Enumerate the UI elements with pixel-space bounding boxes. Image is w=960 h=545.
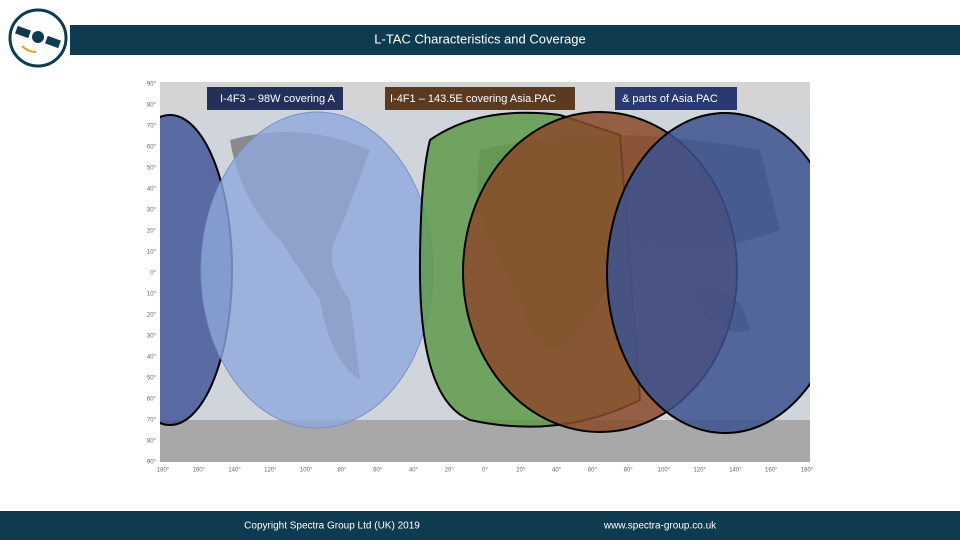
- lon-label: 160°: [193, 468, 206, 474]
- lon-label: 80°: [624, 468, 634, 474]
- lat-label: 20°: [147, 313, 157, 319]
- title: L-TAC Characteristics and Coverage: [374, 31, 585, 46]
- lon-label: 140°: [228, 468, 241, 474]
- lon-label: 20°: [516, 468, 526, 474]
- lat-label: 30°: [147, 208, 157, 214]
- copyright: Copyright Spectra Group Ltd (UK) 2019: [244, 521, 420, 532]
- lat-label: 60°: [147, 145, 157, 151]
- lat-label: 50°: [147, 166, 157, 172]
- lat-label: 70°: [147, 124, 157, 130]
- lat-label: 50°: [147, 376, 157, 382]
- lon-label: 180°: [157, 468, 170, 474]
- lat-label: 60°: [147, 397, 157, 403]
- lon-label: 120°: [264, 468, 277, 474]
- label-box: [207, 87, 343, 110]
- lat-label: 10°: [147, 250, 157, 256]
- lat-label: 80°: [147, 439, 157, 445]
- header-bar: [70, 25, 960, 55]
- map: [160, 82, 810, 462]
- lon-label: 20°: [445, 468, 455, 474]
- lat-label: 0°: [150, 271, 156, 277]
- label-box: [615, 87, 737, 110]
- lat-label: 70°: [147, 418, 157, 424]
- lat-label: 30°: [147, 334, 157, 340]
- label-box: [385, 87, 575, 110]
- lon-label: 140°: [729, 468, 742, 474]
- lon-label: 60°: [588, 468, 598, 474]
- lon-label: 120°: [693, 468, 706, 474]
- map-axes: 90° 80° 70° 60° 50° 40° 30° 20° 10° 0° 10° 20° 30° 40…: [147, 82, 814, 474]
- logo-satellite: [15, 25, 61, 53]
- lon-label: 0°: [482, 468, 488, 474]
- lat-label: 10°: [147, 292, 157, 298]
- lon-label: 100°: [658, 468, 671, 474]
- lat-label: 40°: [147, 355, 157, 361]
- website: www.spectra-group.co.uk: [603, 521, 717, 532]
- lat-label: 90°: [147, 82, 157, 88]
- lon-label: 60°: [373, 468, 383, 474]
- lon-label: 40°: [552, 468, 562, 474]
- lon-label: 80°: [337, 468, 347, 474]
- lon-label: 100°: [300, 468, 313, 474]
- coverage-label: I-4F3 – 98W covering A: [220, 93, 336, 105]
- lon-label: 180°: [801, 468, 814, 474]
- coverage-label: I-4F1 – 143.5E covering Asia.PAC: [390, 93, 556, 105]
- lon-label: 160°: [765, 468, 778, 474]
- lat-label: 40°: [147, 187, 157, 193]
- lat-label: 90°: [147, 460, 157, 466]
- lat-label: 20°: [147, 229, 157, 235]
- lat-label: 80°: [147, 103, 157, 109]
- lon-label: 40°: [409, 468, 419, 474]
- coverage-label: & parts of Asia.PAC: [622, 93, 718, 105]
- footer-bar: [0, 511, 960, 540]
